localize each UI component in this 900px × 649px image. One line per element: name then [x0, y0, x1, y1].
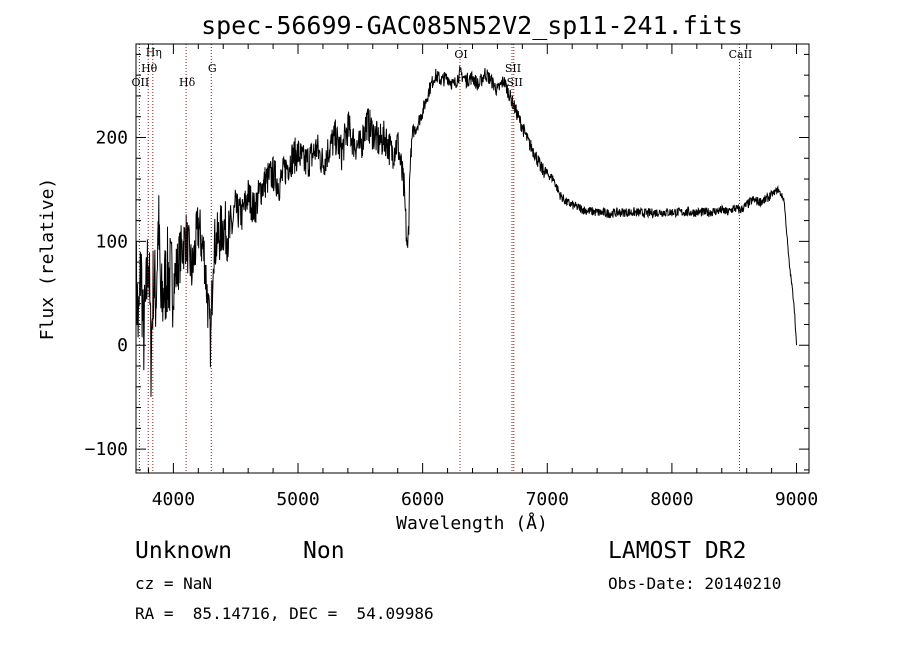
chart-title: spec-56699-GAC085N52V2_sp11-241.fits — [201, 11, 743, 40]
emission-line-markers — [138, 44, 740, 473]
line-label: SII — [507, 76, 523, 89]
x-tick-label: 5000 — [276, 489, 319, 510]
line-label: CaII — [729, 48, 753, 61]
x-tick-label: 6000 — [401, 489, 444, 510]
obs-date-label: Obs-Date: 20140210 — [608, 574, 782, 593]
object-subclass-label: Non — [303, 538, 345, 564]
y-tick-label: −100 — [85, 439, 128, 460]
y-tick-label: 100 — [95, 231, 128, 252]
line-label: OII — [132, 76, 150, 89]
y-tick-label: 200 — [95, 127, 128, 148]
plot-frame — [135, 43, 810, 474]
line-label: SII — [505, 62, 521, 75]
object-class-label: Unknown — [135, 538, 232, 564]
x-tick-label: 4000 — [152, 489, 195, 510]
x-tick-label: 9000 — [775, 489, 818, 510]
y-tick-label: 0 — [117, 335, 128, 356]
line-label: Hη — [146, 46, 162, 59]
line-label: Hθ — [141, 62, 158, 75]
axis-ticks: 4000 5000 6000 7000 8000 9000 −100 0 100 200 — [85, 44, 818, 510]
line-label: Hδ — [179, 76, 196, 89]
coordinates-label: RA = 85.14716, DEC = 54.09986 — [135, 604, 434, 623]
x-axis-title: Wavelength (Å) — [396, 512, 548, 534]
redshift-label: cz = NaN — [135, 574, 213, 593]
x-tick-label: 8000 — [650, 489, 693, 510]
plot-area — [136, 65, 797, 397]
spectrum-line — [136, 65, 797, 397]
x-tick-label: 7000 — [526, 489, 569, 510]
line-label: G — [208, 62, 217, 75]
line-label: OI — [454, 48, 467, 61]
survey-label: LAMOST DR2 — [608, 538, 747, 564]
y-axis-title: Flux (relative) — [37, 178, 58, 341]
